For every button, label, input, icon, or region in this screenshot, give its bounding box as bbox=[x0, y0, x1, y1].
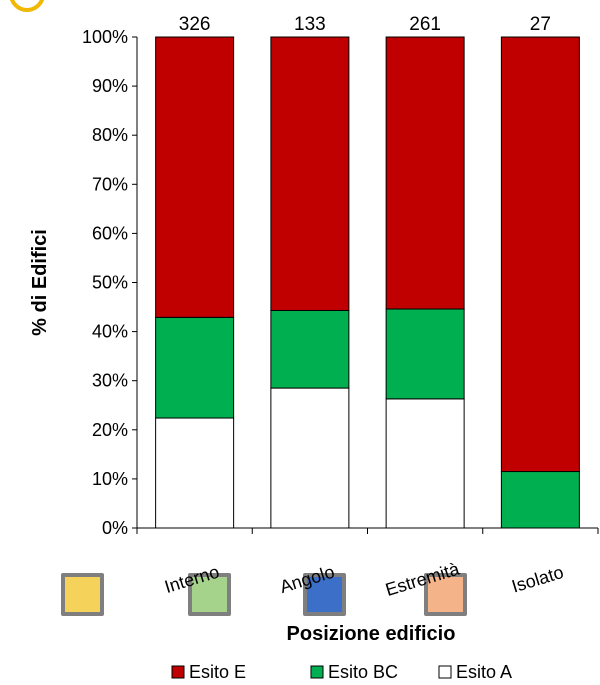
legend-swatch-esito-a bbox=[438, 665, 452, 679]
y-tick-label: 0% bbox=[102, 518, 128, 538]
count-label: 27 bbox=[530, 14, 551, 35]
bar-angolo-esito-a bbox=[270, 387, 350, 529]
bar-interno-esito-a bbox=[155, 417, 235, 529]
y-tick-label: 90% bbox=[92, 76, 128, 96]
y-tick-label: 50% bbox=[92, 273, 128, 293]
swatch-yellow bbox=[65, 577, 100, 612]
y-tick-label: 10% bbox=[92, 469, 128, 489]
legend-label: Esito E bbox=[189, 662, 246, 682]
x-axis-title: Posizione edificio bbox=[287, 623, 456, 645]
y-tick-label: 60% bbox=[92, 223, 128, 243]
y-tick-label: 70% bbox=[92, 174, 128, 194]
corner-logo-fragment bbox=[10, 0, 44, 12]
y-tick-label: 80% bbox=[92, 125, 128, 145]
y-axis-title: % di Edifici bbox=[29, 229, 51, 336]
swatch-blue bbox=[307, 577, 342, 612]
count-label: 261 bbox=[409, 14, 441, 35]
count-label: 326 bbox=[179, 14, 211, 35]
bar-estremità-esito-e bbox=[385, 36, 465, 310]
count-label: 133 bbox=[294, 14, 326, 35]
legend-label: Esito A bbox=[456, 662, 512, 682]
bar-interno-esito-bc bbox=[155, 316, 235, 419]
y-tick-label: 20% bbox=[92, 420, 128, 440]
bar-isolato-esito-e bbox=[500, 36, 580, 473]
legend-swatch-esito-bc bbox=[310, 665, 324, 679]
bar-estremità-esito-bc bbox=[385, 308, 465, 400]
category-label: Isolato bbox=[509, 562, 566, 597]
legend-swatch-esito-e bbox=[171, 665, 185, 679]
bar-angolo-esito-bc bbox=[270, 309, 350, 389]
y-tick-label: 40% bbox=[92, 322, 128, 342]
swatch-green bbox=[192, 577, 227, 612]
y-tick-label: 30% bbox=[92, 371, 128, 391]
bar-isolato-esito-bc bbox=[500, 471, 580, 529]
swatch-peach bbox=[428, 577, 463, 612]
legend-label: Esito BC bbox=[328, 662, 398, 682]
y-tick-label: 100% bbox=[82, 27, 128, 47]
bar-angolo-esito-e bbox=[270, 36, 350, 311]
bar-interno-esito-e bbox=[155, 36, 235, 318]
bar-estremità-esito-a bbox=[385, 398, 465, 529]
